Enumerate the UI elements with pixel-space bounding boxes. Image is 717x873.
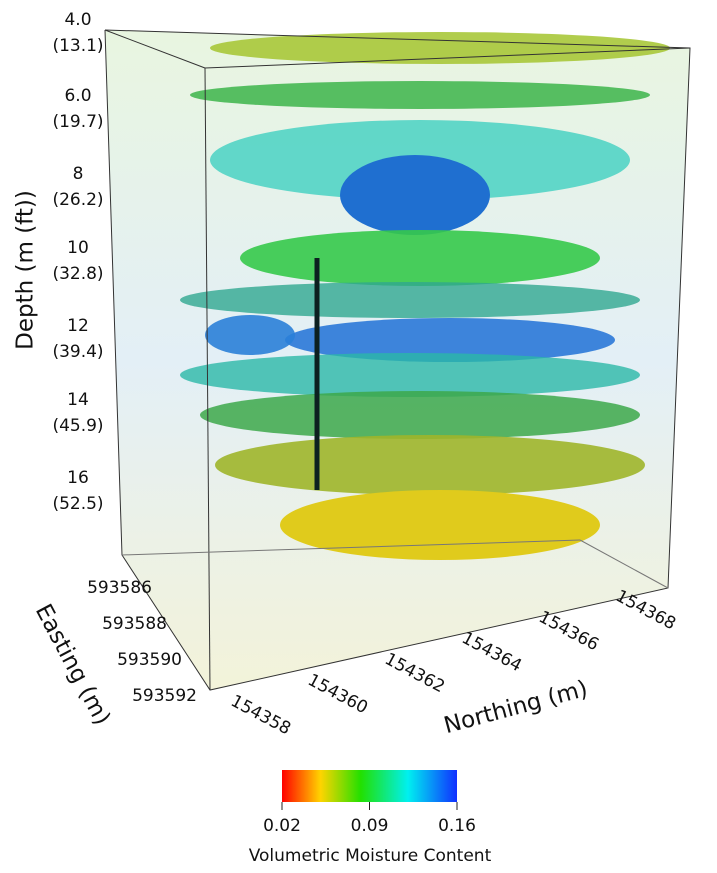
depth-tick-label: 12 bbox=[67, 316, 89, 336]
depth-tick-label: 6.0 bbox=[64, 86, 91, 106]
colorbar-tick-label: 0.16 bbox=[438, 816, 476, 836]
depth-tick-label: 4.0 bbox=[64, 10, 91, 30]
depth-tick-label-ft: (19.7) bbox=[52, 112, 103, 132]
figure: Depth (m (ft)) Easting (m) Northing (m) … bbox=[0, 0, 717, 869]
isosurface bbox=[180, 282, 640, 318]
northing-tick-label: 154360 bbox=[304, 670, 371, 718]
volume-render bbox=[105, 30, 690, 690]
easting-tick-label: 593586 bbox=[87, 578, 152, 598]
northing-tick-label: 154362 bbox=[381, 649, 448, 697]
isosurface bbox=[210, 32, 670, 64]
isosurface bbox=[205, 315, 295, 355]
depth-tick-label: 16 bbox=[67, 468, 89, 488]
depth-tick-label-ft: (26.2) bbox=[52, 190, 103, 210]
colorbar-tick-label: 0.09 bbox=[351, 816, 389, 836]
colorbar-tick-label: 0.02 bbox=[263, 816, 301, 836]
northing-tick-label: 154364 bbox=[458, 628, 525, 676]
depth-tick-label-ft: (39.4) bbox=[52, 342, 103, 362]
depth-tick-label-ft: (32.8) bbox=[52, 264, 103, 284]
colorbar-label: Volumetric Moisture Content bbox=[249, 846, 492, 866]
easting-tick-label: 593588 bbox=[102, 614, 167, 634]
northing-tick-label: 154366 bbox=[535, 607, 602, 655]
depth-axis-title: Depth (m (ft)) bbox=[13, 190, 39, 350]
easting-tick-label: 593590 bbox=[117, 650, 182, 670]
northing-tick-label: 154358 bbox=[227, 691, 294, 739]
depth-tick-label: 10 bbox=[67, 238, 89, 258]
easting-tick-label: 593592 bbox=[132, 686, 197, 706]
depth-tick-label: 14 bbox=[67, 390, 89, 410]
isosurface bbox=[240, 230, 600, 286]
isosurface bbox=[190, 81, 650, 109]
depth-tick-label: 8 bbox=[73, 164, 84, 184]
depth-tick-label-ft: (52.5) bbox=[52, 494, 103, 514]
colorbar bbox=[282, 770, 457, 802]
isosurface bbox=[180, 353, 640, 397]
isosurface bbox=[280, 490, 600, 560]
depth-tick-label-ft: (45.9) bbox=[52, 416, 103, 436]
isosurface bbox=[340, 155, 490, 235]
isosurface bbox=[215, 435, 645, 495]
isosurface bbox=[200, 391, 640, 439]
northing-axis-title: Northing (m) bbox=[441, 676, 590, 739]
depth-tick-label-ft: (13.1) bbox=[52, 36, 103, 56]
